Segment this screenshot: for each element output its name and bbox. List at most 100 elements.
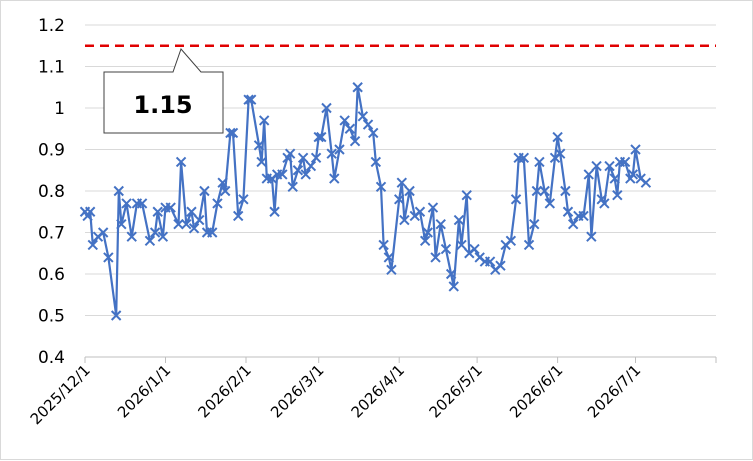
callout-box	[103, 48, 224, 134]
x-tick-label: 2026/4/1	[348, 361, 408, 421]
data-point-marker	[427, 202, 439, 213]
y-tick-label: 1	[54, 99, 65, 119]
data-point-marker	[445, 268, 457, 280]
data-point-marker	[144, 235, 156, 247]
data-point-marker	[277, 169, 288, 180]
data-point-marker	[297, 152, 309, 164]
data-point-marker	[531, 185, 543, 197]
x-tick-label: 2026/1/1	[114, 361, 174, 421]
data-point-marker	[344, 123, 356, 134]
data-point-marker	[329, 173, 340, 184]
data-point-marker	[227, 127, 239, 139]
data-point-marker	[300, 169, 311, 180]
data-point-marker	[152, 206, 163, 217]
data-point-marker	[419, 235, 431, 247]
y-tick-label: 1.2	[38, 16, 65, 36]
data-point-marker	[175, 156, 187, 168]
data-point-marker	[113, 185, 124, 197]
data-point-marker	[349, 135, 361, 147]
data-point-marker	[386, 264, 397, 276]
data-point-marker	[484, 256, 496, 267]
data-point-marker	[362, 119, 374, 130]
data-point-marker	[430, 252, 441, 263]
data-point-marker	[316, 131, 327, 143]
data-point-marker	[181, 218, 192, 230]
data-point-marker	[368, 127, 379, 139]
data-point-marker	[97, 227, 109, 238]
data-point-marker	[326, 148, 337, 159]
y-tick-label: 1.1	[38, 58, 65, 78]
data-point-marker	[87, 239, 98, 251]
data-point-marker	[560, 185, 571, 197]
data-point-marker	[453, 214, 465, 226]
x-tick-label: 2026/6/1	[506, 361, 566, 421]
data-point-marker	[396, 177, 408, 188]
data-point-marker	[435, 218, 446, 230]
data-point-marker	[287, 181, 298, 193]
data-point-marker	[505, 235, 517, 247]
data-point-marker	[510, 194, 522, 205]
x-tick-label: 2025/12/1	[27, 361, 94, 428]
series	[79, 82, 652, 321]
data-point-marker	[339, 115, 350, 126]
x-axis: 2025/12/1 2026/1/1 2026/2/1 2026/3/1 2026/4/…	[27, 356, 717, 428]
data-point-marker	[149, 227, 161, 238]
data-point-marker	[212, 198, 223, 209]
data-point-marker	[619, 156, 631, 168]
data-point-marker	[399, 214, 410, 226]
data-point-marker	[612, 189, 623, 201]
callout-label: 1.15	[133, 91, 192, 119]
y-tick-label: 0.8	[38, 182, 65, 202]
data-point-marker	[121, 198, 132, 209]
y-tick-label: 0.6	[38, 265, 65, 285]
x-tick-label: 2026/3/1	[267, 361, 327, 421]
data-point-marker	[627, 169, 639, 180]
data-point-marker	[562, 206, 574, 217]
data-point-marker	[640, 177, 652, 188]
y-tick-label: 0.7	[38, 224, 65, 244]
data-point-marker	[544, 198, 556, 209]
data-point-marker	[207, 227, 218, 238]
data-point-marker	[583, 169, 594, 180]
data-point-marker	[393, 194, 405, 205]
y-tick-label: 0.4	[38, 348, 65, 368]
data-point-marker	[609, 173, 620, 184]
data-point-marker	[529, 218, 540, 230]
data-point-marker	[194, 214, 205, 226]
data-point-marker	[188, 223, 200, 234]
data-point-marker	[422, 227, 433, 238]
data-point-marker	[225, 127, 236, 139]
data-point-marker	[375, 181, 387, 193]
data-point-marker	[334, 144, 345, 155]
data-point-marker	[220, 185, 231, 197]
data-point-marker	[173, 218, 184, 230]
data-point-marker	[534, 156, 545, 168]
data-point-marker	[310, 152, 322, 164]
data-point-marker	[352, 82, 363, 93]
data-point-marker	[126, 231, 137, 242]
data-point-marker	[116, 218, 127, 230]
data-point-marker	[292, 165, 304, 176]
data-point-marker	[243, 94, 254, 105]
x-tick-label: 2026/2/1	[194, 361, 254, 421]
data-point-marker	[136, 198, 148, 209]
data-point-marker	[414, 206, 426, 217]
data-point-marker	[552, 131, 563, 143]
data-point-marker	[217, 177, 228, 188]
data-point-marker	[305, 160, 317, 172]
data-point-marker	[370, 156, 382, 168]
data-point-marker	[245, 94, 257, 105]
data-point-marker	[186, 206, 197, 217]
data-point-marker	[357, 111, 369, 122]
data-point-marker	[461, 189, 472, 201]
data-point-marker	[284, 148, 296, 159]
y-axis-tick-labels: 0.4 0.5 0.6 0.7 0.8 0.9 1 1.1 1.2	[38, 16, 65, 368]
data-point-marker	[165, 202, 176, 213]
data-point-marker	[495, 260, 506, 271]
data-point-marker	[256, 156, 267, 168]
data-point-marker	[253, 140, 265, 151]
data-point-marker	[630, 144, 641, 155]
data-point-marker	[404, 185, 415, 197]
data-point-marker	[604, 160, 615, 172]
